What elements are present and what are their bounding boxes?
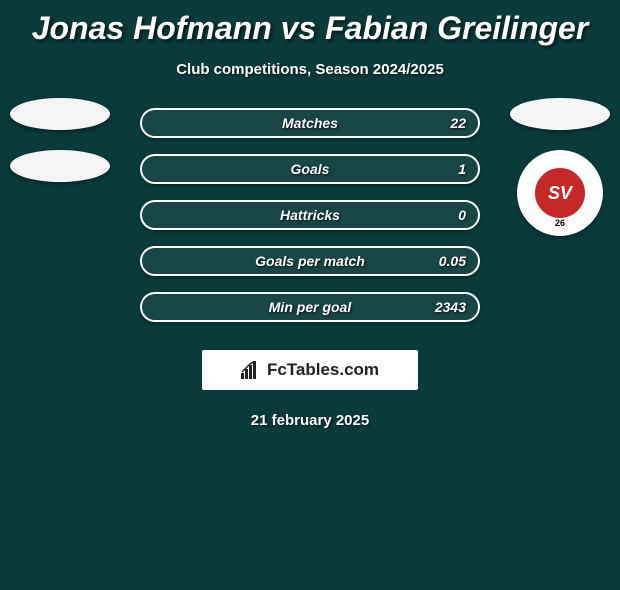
right-club-crest: SV 26 xyxy=(517,150,603,236)
left-player-badges xyxy=(10,98,110,182)
stat-value-right: 0.05 xyxy=(439,253,466,269)
stat-label: Goals xyxy=(291,161,330,177)
stat-value-right: 0 xyxy=(458,207,466,223)
page-subtitle: Club competitions, Season 2024/2025 xyxy=(0,61,620,78)
stat-value-right: 22 xyxy=(450,115,466,131)
stat-row-goals-per-match: Goals per match 0.05 xyxy=(140,246,480,276)
stat-label: Matches xyxy=(282,115,338,131)
stat-value-right: 1 xyxy=(458,161,466,177)
bar-chart-icon xyxy=(241,361,261,379)
stat-row-goals: Goals 1 xyxy=(140,154,480,184)
stat-label: Goals per match xyxy=(255,253,365,269)
stat-row-min-per-goal: Min per goal 2343 xyxy=(140,292,480,322)
stat-row-matches: Matches 22 xyxy=(140,108,480,138)
fctables-badge: FcTables.com xyxy=(202,350,418,390)
stat-label: Min per goal xyxy=(269,299,351,315)
stat-value-right: 2343 xyxy=(435,299,466,315)
page-title: Jonas Hofmann vs Fabian Greilinger xyxy=(0,10,620,47)
fctables-text: FcTables.com xyxy=(267,360,379,380)
stat-label: Hattricks xyxy=(280,207,340,223)
crest-inner: SV xyxy=(529,162,591,224)
left-badge-1 xyxy=(10,98,110,130)
date-label: 21 february 2025 xyxy=(0,412,620,429)
comparison-content: SV 26 Matches 22 Goals 1 Hattricks 0 Goa… xyxy=(0,108,620,429)
crest-number: 26 xyxy=(555,218,565,228)
right-badge-1 xyxy=(510,98,610,130)
crest-label: SV xyxy=(548,183,572,204)
left-badge-2 xyxy=(10,150,110,182)
stat-rows: Matches 22 Goals 1 Hattricks 0 Goals per… xyxy=(140,108,480,322)
right-player-badges: SV 26 xyxy=(510,98,610,236)
stat-row-hattricks: Hattricks 0 xyxy=(140,200,480,230)
